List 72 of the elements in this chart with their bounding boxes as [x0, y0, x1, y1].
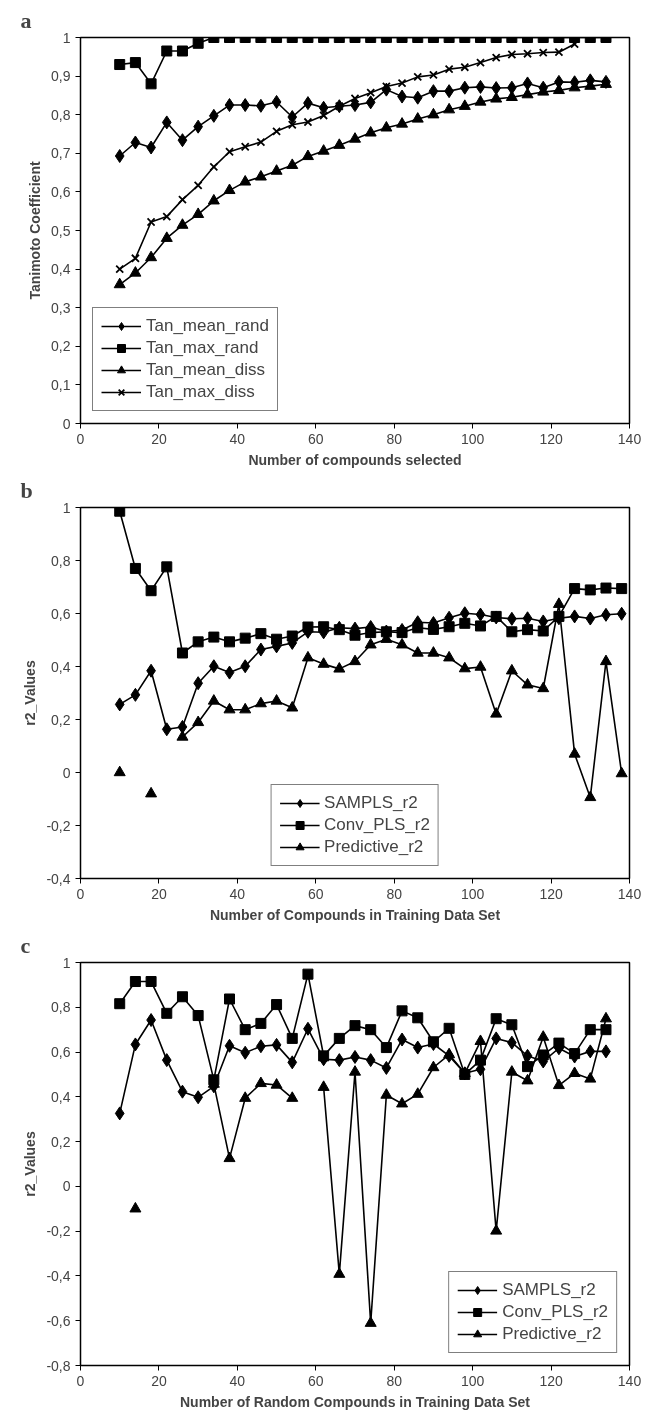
y-tick-label: 0 — [62, 1178, 71, 1195]
x-tick-label: 20 — [151, 1372, 167, 1389]
x-tick-label: 0 — [76, 885, 85, 902]
y-tick-label: 0,8 — [51, 106, 71, 123]
x-tick-label: 40 — [229, 1372, 246, 1389]
legend-label: Predictive_r2 — [324, 837, 424, 857]
x-tick-label: 0 — [76, 430, 85, 447]
y-tick-label: -0,2 — [46, 817, 71, 834]
legend-label: Tan_max_diss — [146, 382, 255, 402]
legend-label: Tan_mean_diss — [146, 360, 266, 380]
y-tick-label: -0,8 — [46, 1357, 71, 1374]
legend-label: SAMPLS_r2 — [502, 1280, 596, 1300]
legend-label: SAMPLS_r2 — [324, 793, 418, 813]
x-tick-label: 80 — [386, 1372, 403, 1389]
y-tick-label: 0,2 — [51, 1133, 71, 1150]
y-tick-label: -0,4 — [46, 870, 71, 887]
y-tick-label: 0 — [62, 415, 71, 432]
chart-title: c — [20, 932, 31, 958]
x-tick-label: 60 — [308, 885, 324, 902]
y-tick-label: -0,4 — [46, 1267, 71, 1284]
x-tick-label: 120 — [539, 430, 563, 447]
x-tick-label: 60 — [308, 430, 324, 447]
x-tick-label: 120 — [539, 1372, 563, 1389]
y-tick-label: -0,2 — [46, 1223, 71, 1240]
y-tick-label: 0,1 — [51, 376, 71, 393]
y-tick-label: 0 — [62, 764, 71, 781]
y-tick-label: 0,9 — [51, 68, 71, 85]
y-tick-label: 0,4 — [51, 261, 71, 278]
x-tick-label: 100 — [460, 885, 485, 902]
y-axis-title: Tanimoto Coefficient — [27, 161, 44, 300]
chart-title: a — [20, 7, 32, 33]
x-tick-label: 40 — [229, 430, 246, 447]
y-tick-label: 1 — [62, 499, 71, 516]
y-tick-label: 1 — [62, 29, 71, 46]
x-tick-label: 40 — [229, 885, 246, 902]
y-tick-label: 0,2 — [51, 338, 71, 355]
y-tick-label: 0,6 — [51, 183, 71, 200]
legend-label: Conv_PLS_r2 — [502, 1302, 608, 1322]
x-axis-title: Number of compounds selected — [248, 451, 462, 468]
x-tick-label: 80 — [386, 430, 403, 447]
x-axis-title: Number of Compounds in Training Data Set — [209, 906, 501, 923]
legend-label: Conv_PLS_r2 — [324, 815, 430, 835]
x-tick-label: 0 — [76, 1372, 85, 1389]
y-tick-label: 0,4 — [51, 658, 71, 675]
y-tick-label: -0,6 — [46, 1312, 71, 1329]
x-tick-label: 100 — [460, 1372, 485, 1389]
y-tick-label: 0,8 — [51, 999, 71, 1016]
legend-label: Tan_max_rand — [146, 338, 259, 358]
x-tick-label: 140 — [617, 885, 642, 902]
y-tick-label: 0,5 — [51, 222, 71, 239]
x-tick-label: 80 — [386, 885, 403, 902]
y-axis-title: r2_Values — [22, 1131, 39, 1197]
y-axis-title: r2_Values — [22, 660, 39, 726]
y-tick-label: 0,8 — [51, 552, 71, 569]
y-tick-label: 0,7 — [51, 145, 71, 162]
x-tick-label: 60 — [308, 1372, 324, 1389]
legend-label: Tan_mean_rand — [146, 316, 269, 336]
y-tick-label: 0,2 — [51, 711, 71, 728]
x-tick-label: 120 — [539, 885, 563, 902]
x-axis-title: Number of Random Compounds in Training Data Set — [179, 1393, 531, 1410]
chart-title: b — [20, 477, 33, 503]
x-tick-label: 20 — [151, 885, 167, 902]
x-tick-label: 140 — [617, 430, 642, 447]
x-tick-label: 20 — [151, 430, 167, 447]
y-tick-label: 0,3 — [51, 299, 71, 316]
x-tick-label: 100 — [460, 430, 485, 447]
y-tick-label: 1 — [62, 954, 71, 971]
y-tick-label: 0,6 — [51, 1044, 71, 1061]
legend-label: Predictive_r2 — [502, 1324, 602, 1344]
x-tick-label: 140 — [617, 1372, 642, 1389]
y-tick-label: 0,6 — [51, 605, 71, 622]
y-tick-label: 0,4 — [51, 1088, 71, 1105]
